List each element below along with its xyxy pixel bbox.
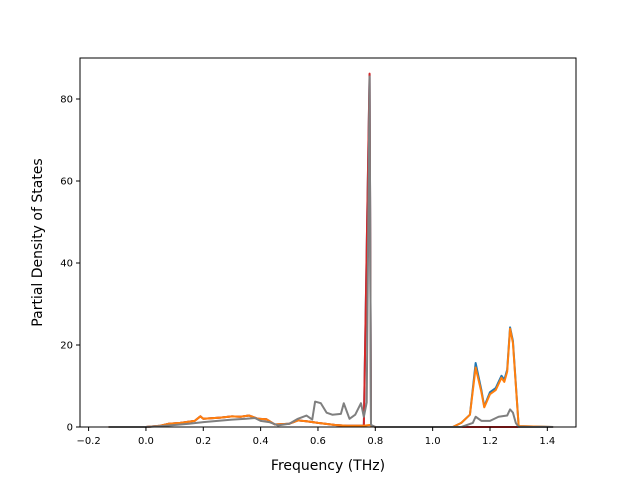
x-tick-label: 0.4 bbox=[253, 436, 269, 447]
x-axis-ticks: −0.2 0.0 0.2 0.4 0.6 0.8 1.0 1.2 1.4 bbox=[76, 427, 555, 447]
y-tick-label: 0 bbox=[67, 423, 73, 434]
y-tick-label: 80 bbox=[60, 95, 73, 106]
y-axis-ticks: 0 20 40 60 80 bbox=[60, 95, 80, 434]
y-tick-label: 20 bbox=[60, 341, 73, 352]
axes-frame bbox=[79, 57, 577, 428]
x-tick-label: 0.0 bbox=[138, 436, 154, 447]
x-axis-label: Frequency (THz) bbox=[271, 458, 385, 474]
x-tick-label: 1.2 bbox=[482, 436, 498, 447]
x-tick-label: 1.0 bbox=[425, 436, 441, 447]
x-tick-label: −0.2 bbox=[76, 436, 100, 447]
x-tick-label: 0.8 bbox=[367, 436, 383, 447]
series-line-3 bbox=[108, 327, 554, 428]
y-tick-label: 40 bbox=[60, 259, 73, 270]
x-tick-label: 1.4 bbox=[539, 436, 555, 447]
y-tick-label: 60 bbox=[60, 177, 73, 188]
series-line-4 bbox=[108, 75, 554, 428]
series-layer bbox=[108, 72, 554, 428]
y-axis-label: Partial Density of States bbox=[30, 158, 46, 326]
x-tick-label: 0.6 bbox=[310, 436, 326, 447]
x-tick-label: 0.2 bbox=[195, 436, 211, 447]
